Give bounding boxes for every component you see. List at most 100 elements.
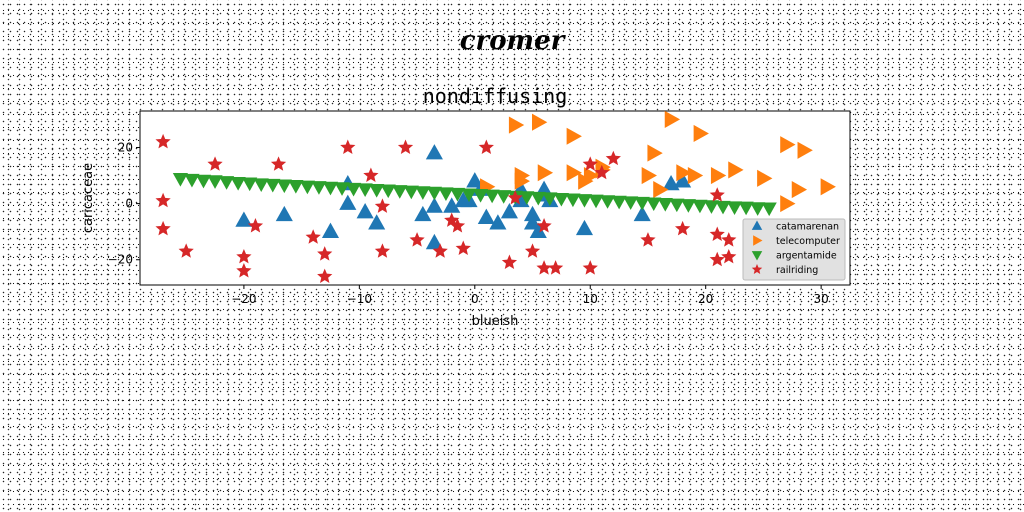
argentamide-point xyxy=(288,180,304,194)
argentamide-point xyxy=(634,196,650,211)
y-tick-label: 20 xyxy=(118,140,133,154)
chart-title: nondiffusing xyxy=(423,84,568,108)
railriding-point xyxy=(548,260,564,275)
argentamide-point xyxy=(345,182,362,197)
argentamide-point xyxy=(426,186,442,201)
telecomputer-point xyxy=(710,166,727,185)
argentamide-point xyxy=(715,200,731,215)
argentamide-point xyxy=(276,179,292,194)
railriding-point xyxy=(236,248,252,264)
argentamide-point xyxy=(184,173,200,188)
railriding-point xyxy=(455,240,471,255)
argentamide-point xyxy=(519,191,535,205)
legend-marker-railriding xyxy=(751,264,763,274)
railriding-point xyxy=(507,190,523,205)
telecomputer-point xyxy=(728,161,744,179)
argentamide-point xyxy=(565,193,581,208)
railriding-point xyxy=(536,260,552,275)
argentamide-point xyxy=(230,176,246,191)
telecomputer-point xyxy=(514,172,530,190)
telecomputer-point xyxy=(566,127,582,145)
railriding-point xyxy=(374,243,391,258)
telecomputer-point xyxy=(647,144,663,162)
argentamide-point xyxy=(392,185,408,199)
catamarenan-point xyxy=(477,208,495,224)
telecomputer-point xyxy=(780,195,796,213)
catamarenan-point xyxy=(529,222,547,238)
railriding-point xyxy=(536,218,552,233)
catamarenan-point xyxy=(674,172,692,188)
argentamide-point xyxy=(496,190,512,204)
argentamide-point xyxy=(530,191,546,206)
legend-label-railriding: railriding xyxy=(776,265,818,276)
x-tick-label: −20 xyxy=(231,292,256,306)
railriding-point xyxy=(478,139,494,154)
argentamide-point xyxy=(438,187,454,201)
telecomputer-point xyxy=(641,166,657,185)
argentamide-point xyxy=(588,194,604,209)
x-tick-label: −10 xyxy=(347,292,372,306)
argentamide-point xyxy=(692,199,708,214)
railriding-point xyxy=(397,139,414,154)
telecomputer-point xyxy=(693,124,709,143)
argentamide-point xyxy=(726,201,743,215)
railriding-point xyxy=(155,220,171,236)
railriding-point xyxy=(374,198,391,213)
catamarenan-point xyxy=(425,233,443,250)
argentamide-point xyxy=(322,181,339,196)
legend-marker-catamarenan xyxy=(751,220,763,230)
catamarenan-point xyxy=(321,222,340,238)
telecomputer-point xyxy=(676,164,692,182)
x-tick-label: 30 xyxy=(813,292,828,306)
telecomputer-point xyxy=(566,164,582,182)
railriding-point xyxy=(317,246,333,261)
argentamide-point xyxy=(357,183,373,198)
railriding-point xyxy=(155,133,171,149)
argentamide-point xyxy=(472,189,489,203)
catamarenan-point xyxy=(368,214,386,230)
argentamide-point xyxy=(669,198,685,213)
telecomputer-point xyxy=(583,166,600,185)
railriding-point xyxy=(432,243,448,258)
argentamide-point xyxy=(576,194,593,208)
argentamide-point xyxy=(761,202,777,217)
argentamide-point xyxy=(646,197,662,212)
y-axis-label: caricaceae xyxy=(81,163,96,233)
telecomputer-point xyxy=(537,164,554,182)
argentamide-point xyxy=(542,192,558,206)
argentamide-point xyxy=(484,189,500,204)
argentamide-point xyxy=(299,180,315,195)
railriding-point xyxy=(409,232,425,247)
telecomputer-point xyxy=(687,166,704,185)
catamarenan-point xyxy=(414,205,432,222)
argentamide-point xyxy=(403,185,419,200)
argentamide-point xyxy=(253,178,269,192)
argentamide-point xyxy=(369,183,385,198)
catamarenan-point xyxy=(275,205,293,222)
catamarenan-point xyxy=(633,205,651,222)
railriding-point xyxy=(674,220,691,236)
argentamide-point xyxy=(680,199,696,213)
railriding-point xyxy=(709,251,725,267)
x-axis-label: blueish xyxy=(472,314,519,329)
y-tick-label: −20 xyxy=(108,253,133,267)
railriding-point xyxy=(709,187,725,202)
argentamide-point xyxy=(172,173,189,187)
catamarenan-point xyxy=(235,211,253,227)
catamarenan-point xyxy=(500,203,518,219)
railriding-point xyxy=(524,243,541,258)
data-marks xyxy=(155,110,836,284)
x-tick-label: 0 xyxy=(471,292,479,306)
railriding-point xyxy=(363,167,379,183)
catamarenan-point xyxy=(489,214,507,230)
legend-label-catamarenan: catamarenan xyxy=(776,222,839,233)
y-tick-label: 0 xyxy=(125,197,133,211)
catamarenan-point xyxy=(339,194,357,210)
argentamide-point xyxy=(461,188,477,203)
catamarenan-point xyxy=(512,191,530,208)
railriding-point xyxy=(247,218,264,233)
argentamide-point xyxy=(242,177,258,192)
railriding-point xyxy=(640,232,656,247)
legend: catamarenan telecomputer argentamide railri… xyxy=(742,218,846,281)
